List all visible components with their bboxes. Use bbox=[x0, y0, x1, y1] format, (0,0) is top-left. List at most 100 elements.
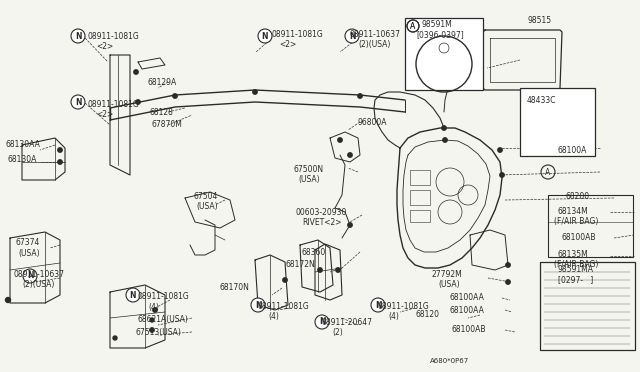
Circle shape bbox=[498, 148, 502, 152]
Circle shape bbox=[253, 90, 257, 94]
Text: 68100AA: 68100AA bbox=[450, 293, 485, 302]
Text: 67870M: 67870M bbox=[152, 120, 183, 129]
Circle shape bbox=[71, 95, 85, 109]
Circle shape bbox=[506, 280, 510, 284]
Circle shape bbox=[6, 298, 10, 302]
Text: <2>: <2> bbox=[279, 40, 296, 49]
Bar bbox=[410, 170, 430, 185]
Text: N: N bbox=[375, 301, 381, 310]
Circle shape bbox=[442, 126, 446, 130]
Text: A680*0P67: A680*0P67 bbox=[430, 358, 469, 364]
Circle shape bbox=[23, 269, 37, 283]
Text: N: N bbox=[27, 272, 33, 280]
Text: N: N bbox=[255, 301, 261, 310]
Text: 68200: 68200 bbox=[565, 192, 589, 201]
Circle shape bbox=[506, 263, 510, 267]
Text: 68130A: 68130A bbox=[8, 155, 37, 164]
Text: 08911-10637: 08911-10637 bbox=[349, 30, 400, 39]
Circle shape bbox=[348, 223, 352, 227]
Text: 68128: 68128 bbox=[150, 108, 174, 117]
Text: (USA): (USA) bbox=[438, 280, 460, 289]
Bar bbox=[520, 88, 595, 156]
Text: (4): (4) bbox=[148, 303, 159, 312]
Text: A: A bbox=[410, 22, 415, 31]
Text: A: A bbox=[410, 22, 415, 31]
Circle shape bbox=[58, 148, 62, 152]
Text: A: A bbox=[545, 167, 550, 176]
Text: 68621A(USA): 68621A(USA) bbox=[138, 315, 189, 324]
Text: 68129A: 68129A bbox=[148, 78, 177, 87]
Text: N: N bbox=[75, 97, 81, 106]
Circle shape bbox=[283, 278, 287, 282]
Circle shape bbox=[318, 268, 322, 272]
Text: 68100AA: 68100AA bbox=[450, 306, 485, 315]
Text: <2>: <2> bbox=[96, 42, 113, 51]
Text: N: N bbox=[130, 291, 136, 299]
Text: 08911-1081G: 08911-1081G bbox=[378, 302, 429, 311]
Text: [0396-0397]: [0396-0397] bbox=[416, 30, 464, 39]
Bar bbox=[405, 18, 483, 90]
Text: 98591M: 98591M bbox=[421, 20, 452, 29]
Circle shape bbox=[58, 160, 62, 164]
Bar bbox=[548, 195, 633, 257]
Circle shape bbox=[358, 94, 362, 98]
Circle shape bbox=[258, 29, 272, 43]
Text: 08911-10637: 08911-10637 bbox=[14, 270, 65, 279]
Text: N: N bbox=[349, 32, 355, 41]
Circle shape bbox=[136, 100, 140, 104]
Text: 68120: 68120 bbox=[415, 310, 439, 319]
Text: 68134M: 68134M bbox=[557, 207, 588, 216]
Text: 68130AA: 68130AA bbox=[5, 140, 40, 149]
Text: 67504: 67504 bbox=[193, 192, 218, 201]
Text: 96800A: 96800A bbox=[358, 118, 387, 127]
Text: 08911-1081G: 08911-1081G bbox=[258, 302, 310, 311]
Circle shape bbox=[443, 138, 447, 142]
Text: 08911-1081G: 08911-1081G bbox=[88, 32, 140, 41]
Text: 68360: 68360 bbox=[302, 248, 326, 257]
Circle shape bbox=[371, 298, 385, 312]
Circle shape bbox=[338, 138, 342, 142]
Text: 00603-20930: 00603-20930 bbox=[295, 208, 346, 217]
Circle shape bbox=[150, 318, 154, 322]
Text: 08911-1081G: 08911-1081G bbox=[88, 100, 140, 109]
Bar bbox=[410, 190, 430, 205]
Text: [0297-   ]: [0297- ] bbox=[558, 275, 593, 284]
Text: (USA): (USA) bbox=[196, 202, 218, 211]
Text: (4): (4) bbox=[388, 312, 399, 321]
Text: 98515: 98515 bbox=[527, 16, 551, 25]
Text: (2): (2) bbox=[332, 328, 343, 337]
Text: 68172N: 68172N bbox=[286, 260, 316, 269]
Text: (2)(USA): (2)(USA) bbox=[358, 40, 390, 49]
Text: (4): (4) bbox=[268, 312, 279, 321]
Text: 98591MA: 98591MA bbox=[558, 265, 594, 274]
Text: N: N bbox=[262, 32, 268, 41]
Text: (F/AIR BAG): (F/AIR BAG) bbox=[554, 260, 598, 269]
Text: N: N bbox=[75, 32, 81, 41]
Circle shape bbox=[150, 328, 154, 332]
Bar bbox=[540, 262, 635, 350]
Text: 68170N: 68170N bbox=[220, 283, 250, 292]
Text: 08911-1081G: 08911-1081G bbox=[138, 292, 189, 301]
Text: 68100A: 68100A bbox=[557, 146, 586, 155]
Circle shape bbox=[500, 173, 504, 177]
Text: 27792M: 27792M bbox=[432, 270, 463, 279]
Circle shape bbox=[113, 336, 117, 340]
Circle shape bbox=[134, 70, 138, 74]
Text: 68135M: 68135M bbox=[557, 250, 588, 259]
Text: (USA): (USA) bbox=[298, 175, 319, 184]
Text: RIVET<2>: RIVET<2> bbox=[302, 218, 342, 227]
Text: (2)(USA): (2)(USA) bbox=[22, 280, 54, 289]
Text: (USA): (USA) bbox=[18, 249, 40, 258]
Text: 68100AB: 68100AB bbox=[562, 233, 596, 242]
Text: 67500N: 67500N bbox=[293, 165, 323, 174]
Text: <2>: <2> bbox=[96, 110, 113, 119]
Text: 67374: 67374 bbox=[15, 238, 40, 247]
Circle shape bbox=[315, 315, 329, 329]
Text: 48433C: 48433C bbox=[527, 96, 557, 105]
Text: (F/AIR BAG): (F/AIR BAG) bbox=[554, 217, 598, 226]
Circle shape bbox=[126, 288, 140, 302]
Bar bbox=[410, 210, 430, 222]
Circle shape bbox=[71, 29, 85, 43]
Circle shape bbox=[345, 29, 359, 43]
Circle shape bbox=[251, 298, 265, 312]
